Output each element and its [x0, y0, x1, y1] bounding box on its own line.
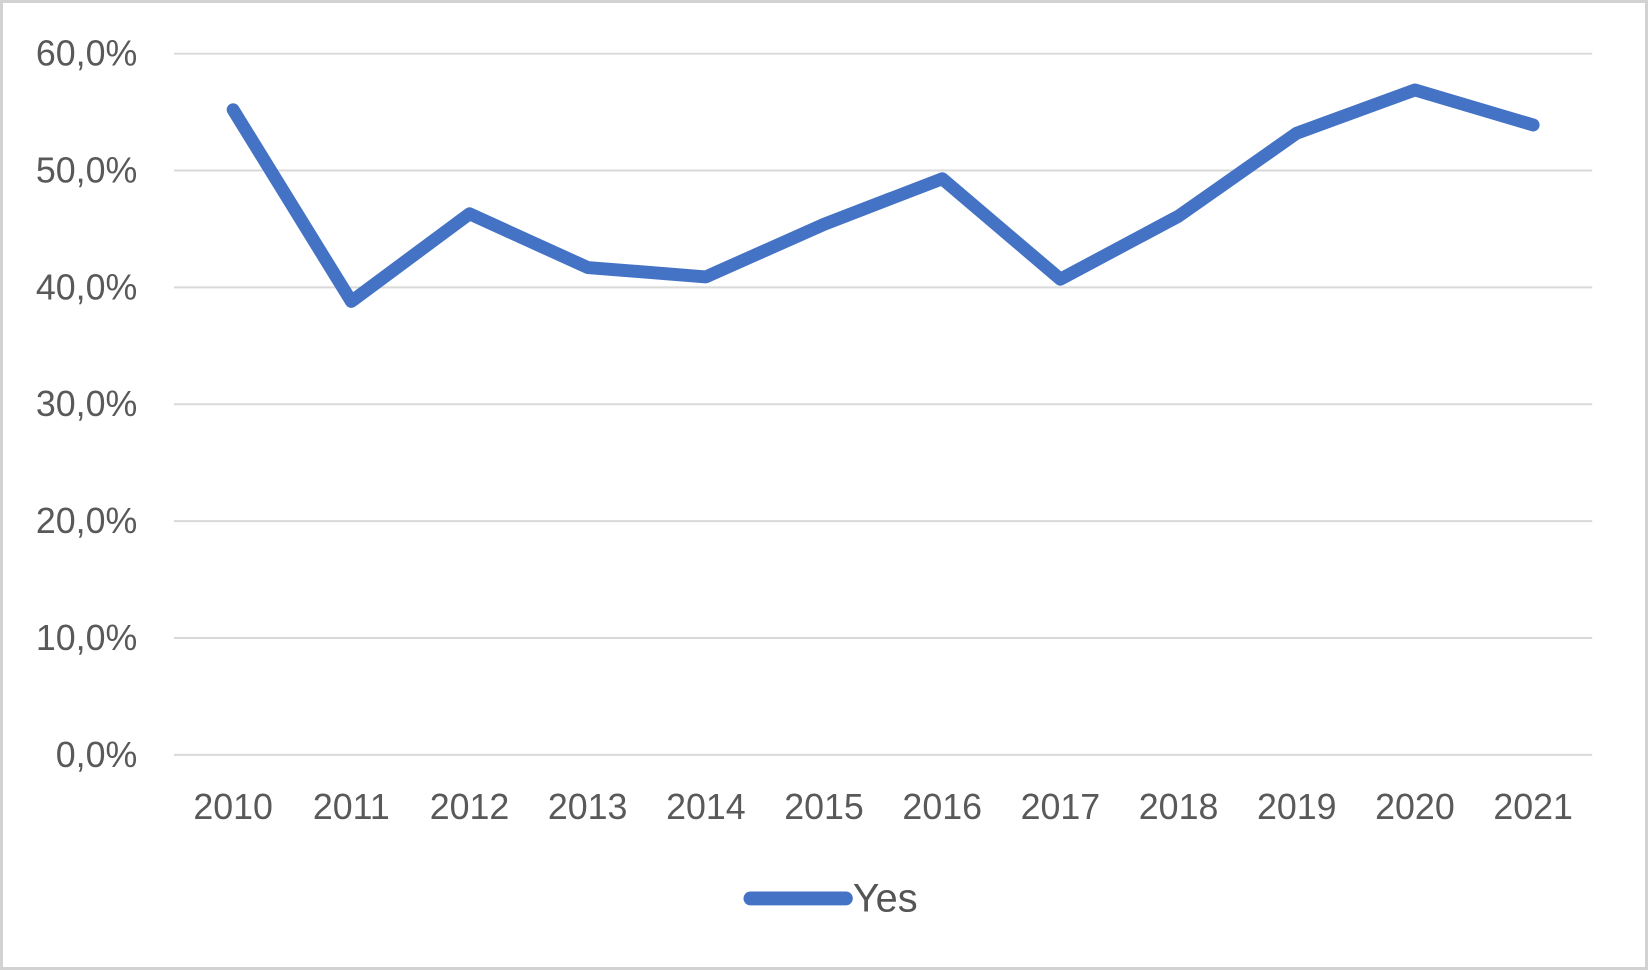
y-axis-tick-label: 0,0%: [56, 735, 138, 775]
y-axis-tick-label: 30,0%: [36, 384, 137, 424]
x-axis-tick-label: 2010: [193, 787, 273, 827]
x-axis-tick-label: 2013: [548, 787, 628, 827]
y-axis-tick-label: 60,0%: [36, 34, 137, 74]
x-axis-tick-label: 2011: [313, 787, 390, 827]
x-axis-tick-label: 2018: [1139, 787, 1219, 827]
legend-series-label: Yes: [853, 876, 918, 920]
x-axis-tick-label: 2015: [784, 787, 864, 827]
line-chart: 0,0% 10,0% 20,0% 30,0% 40,0% 50,0% 60,0% 2010 20…: [36, 34, 1593, 920]
y-axis-tick-label: 10,0%: [36, 618, 137, 658]
x-axis-tick-label: 2014: [666, 787, 746, 827]
series-line-yes: [226, 83, 1540, 308]
x-axis-tick-label: 2020: [1375, 787, 1455, 827]
x-axis-tick-label: 2012: [430, 787, 510, 827]
x-axis-tick-label: 2019: [1257, 787, 1337, 827]
x-axis-tick-label: 2017: [1021, 787, 1101, 827]
y-axis-tick-label: 40,0%: [36, 267, 137, 307]
y-axis-tick-label: 50,0%: [36, 151, 137, 191]
x-axis-tick-label: 2016: [902, 787, 982, 827]
x-axis-tick-label: 2021: [1493, 787, 1573, 827]
y-axis-tick-label: 20,0%: [36, 501, 137, 541]
